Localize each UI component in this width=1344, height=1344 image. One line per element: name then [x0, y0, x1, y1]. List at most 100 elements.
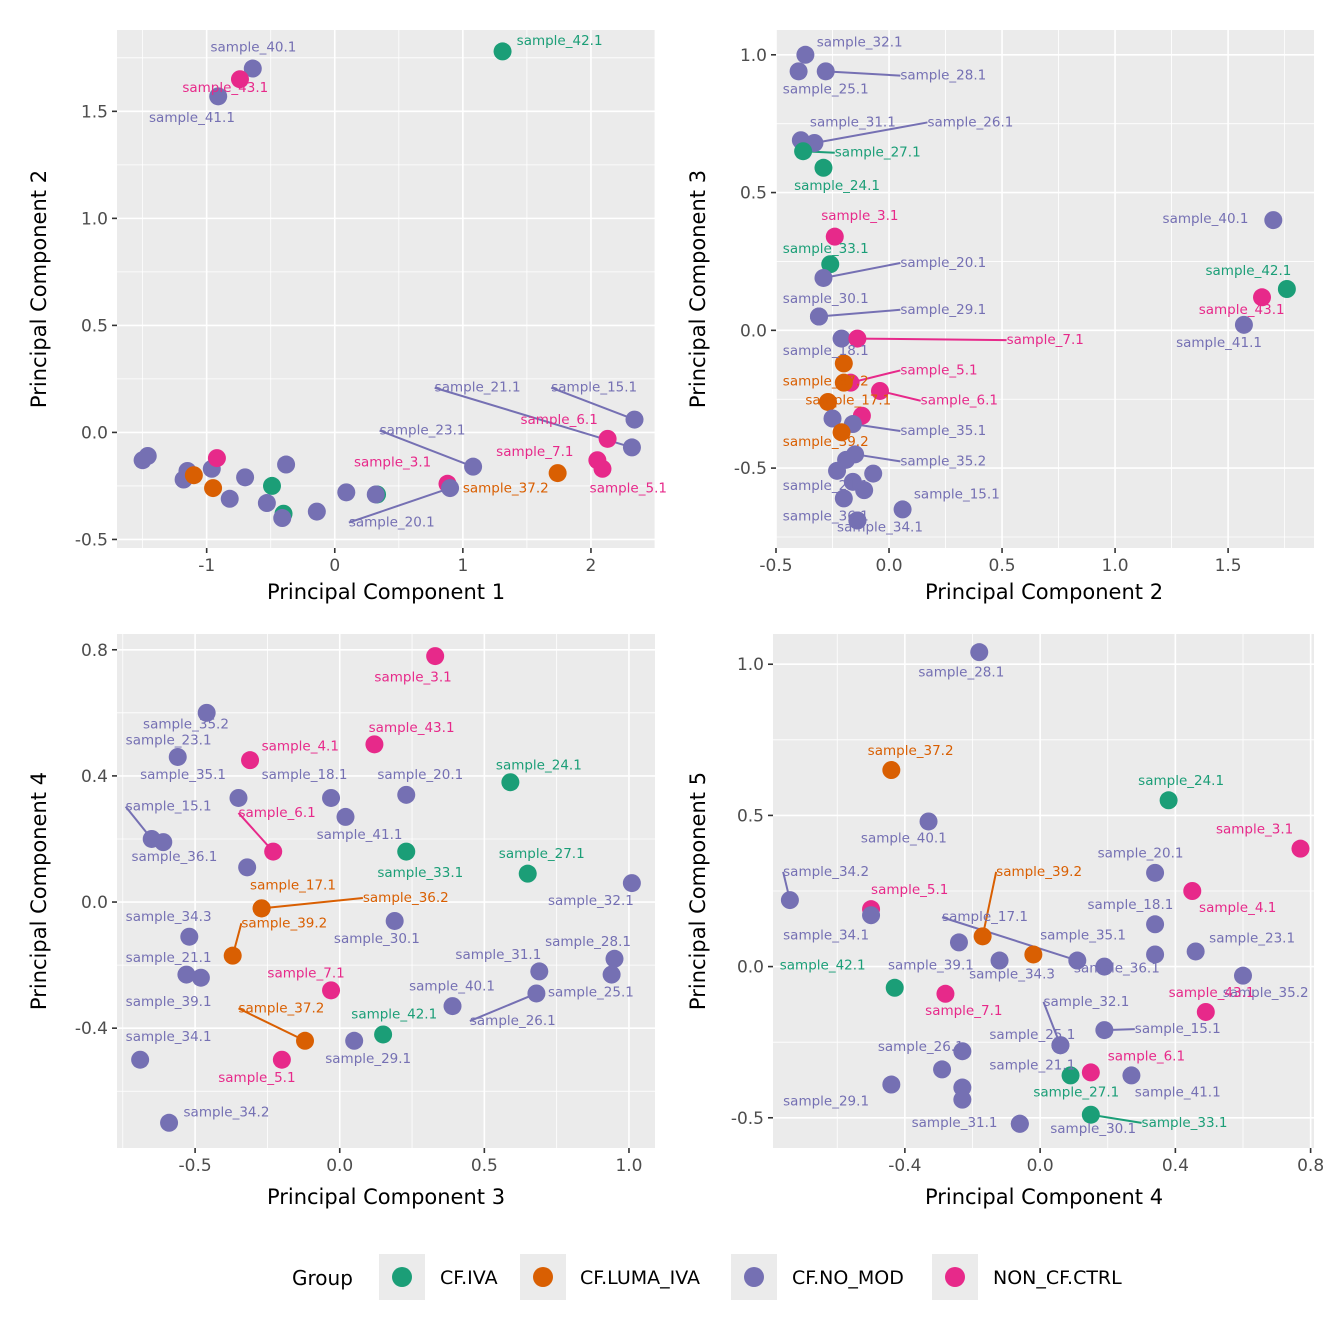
data-point[interactable]: [602, 965, 621, 984]
data-point[interactable]: [397, 842, 416, 861]
data-point[interactable]: [184, 466, 203, 485]
legend-entry-cf-luma-iva[interactable]: CF.LUMA_IVA: [520, 1254, 700, 1300]
data-point[interactable]: [1081, 1105, 1100, 1124]
data-point[interactable]: [441, 479, 460, 498]
legend-entry-cf-iva[interactable]: CF.IVA: [379, 1254, 498, 1300]
data-point[interactable]: [885, 978, 904, 997]
data-point[interactable]: [273, 509, 292, 528]
data-point[interactable]: [230, 70, 249, 89]
data-point[interactable]: [464, 457, 483, 476]
data-point[interactable]: [970, 643, 989, 662]
data-point[interactable]: [229, 788, 248, 807]
data-point[interactable]: [823, 409, 842, 428]
data-point[interactable]: [882, 1075, 901, 1094]
data-point[interactable]: [307, 502, 326, 521]
data-point[interactable]: [397, 785, 416, 804]
data-point[interactable]: [598, 429, 617, 448]
data-point[interactable]: [796, 45, 815, 64]
data-point[interactable]: [191, 968, 210, 987]
data-point[interactable]: [893, 500, 912, 519]
data-point[interactable]: [919, 812, 938, 831]
data-point[interactable]: [1146, 945, 1165, 964]
data-point[interactable]: [834, 373, 853, 392]
data-point[interactable]: [264, 842, 283, 861]
data-point[interactable]: [1010, 1114, 1029, 1133]
data-point[interactable]: [864, 464, 883, 483]
data-point[interactable]: [337, 483, 356, 502]
data-point[interactable]: [322, 788, 341, 807]
data-point[interactable]: [493, 42, 512, 61]
data-point[interactable]: [223, 946, 242, 965]
data-point[interactable]: [622, 438, 641, 457]
data-point[interactable]: [385, 911, 404, 930]
data-point[interactable]: [168, 747, 187, 766]
data-point[interactable]: [443, 997, 462, 1016]
data-point[interactable]: [501, 773, 520, 792]
data-point[interactable]: [1196, 1002, 1215, 1021]
data-point[interactable]: [809, 307, 828, 326]
data-point[interactable]: [1061, 1066, 1080, 1085]
data-point[interactable]: [243, 59, 262, 78]
data-point[interactable]: [953, 1090, 972, 1109]
data-point[interactable]: [789, 62, 808, 81]
data-point[interactable]: [593, 459, 612, 478]
data-point[interactable]: [1183, 882, 1202, 900]
data-point[interactable]: [832, 329, 851, 348]
data-point[interactable]: [177, 965, 196, 984]
data-point[interactable]: [1277, 280, 1296, 298]
data-point[interactable]: [1122, 1066, 1141, 1085]
data-point[interactable]: [1233, 966, 1252, 985]
data-point[interactable]: [322, 981, 341, 1000]
data-point[interactable]: [990, 951, 1009, 970]
data-point[interactable]: [365, 735, 384, 754]
data-point[interactable]: [374, 1025, 393, 1044]
data-point[interactable]: [794, 142, 813, 161]
data-point[interactable]: [1253, 288, 1272, 307]
data-point[interactable]: [1051, 1036, 1070, 1055]
data-point[interactable]: [1291, 839, 1310, 858]
data-point[interactable]: [197, 703, 216, 722]
data-point[interactable]: [936, 984, 955, 1003]
data-point[interactable]: [1146, 915, 1165, 934]
data-point[interactable]: [780, 891, 799, 910]
data-point[interactable]: [816, 62, 835, 81]
data-point[interactable]: [949, 933, 968, 952]
data-point[interactable]: [345, 1031, 364, 1050]
data-point[interactable]: [220, 489, 239, 508]
data-point[interactable]: [1159, 791, 1178, 810]
data-point[interactable]: [818, 392, 837, 411]
data-point[interactable]: [1146, 863, 1165, 882]
data-point[interactable]: [933, 1060, 952, 1079]
data-point[interactable]: [336, 807, 355, 826]
data-point[interactable]: [238, 858, 257, 877]
data-point[interactable]: [518, 864, 537, 883]
data-point[interactable]: [180, 927, 199, 946]
data-point[interactable]: [814, 268, 833, 287]
data-point[interactable]: [426, 647, 445, 666]
legend-entry-cf-no-mod[interactable]: CF.NO_MOD: [731, 1254, 904, 1300]
data-point[interactable]: [622, 874, 641, 893]
data-point[interactable]: [848, 329, 867, 348]
data-point[interactable]: [530, 962, 549, 981]
data-point[interactable]: [138, 446, 157, 465]
data-point[interactable]: [207, 449, 226, 468]
data-point[interactable]: [834, 489, 853, 508]
data-point[interactable]: [870, 381, 889, 400]
data-point[interactable]: [882, 761, 901, 780]
data-point[interactable]: [527, 984, 546, 1003]
data-point[interactable]: [296, 1031, 315, 1050]
data-point[interactable]: [236, 468, 255, 487]
data-point[interactable]: [262, 476, 281, 495]
data-point[interactable]: [821, 255, 840, 274]
data-point[interactable]: [252, 899, 271, 918]
data-point[interactable]: [257, 494, 276, 513]
data-point[interactable]: [1024, 945, 1043, 964]
data-point[interactable]: [209, 87, 228, 106]
data-point[interactable]: [160, 1113, 179, 1132]
data-point[interactable]: [953, 1042, 972, 1061]
data-point[interactable]: [625, 410, 644, 429]
data-point[interactable]: [605, 949, 624, 968]
data-point[interactable]: [1186, 942, 1205, 961]
data-point[interactable]: [272, 1050, 291, 1069]
data-point[interactable]: [825, 227, 844, 246]
